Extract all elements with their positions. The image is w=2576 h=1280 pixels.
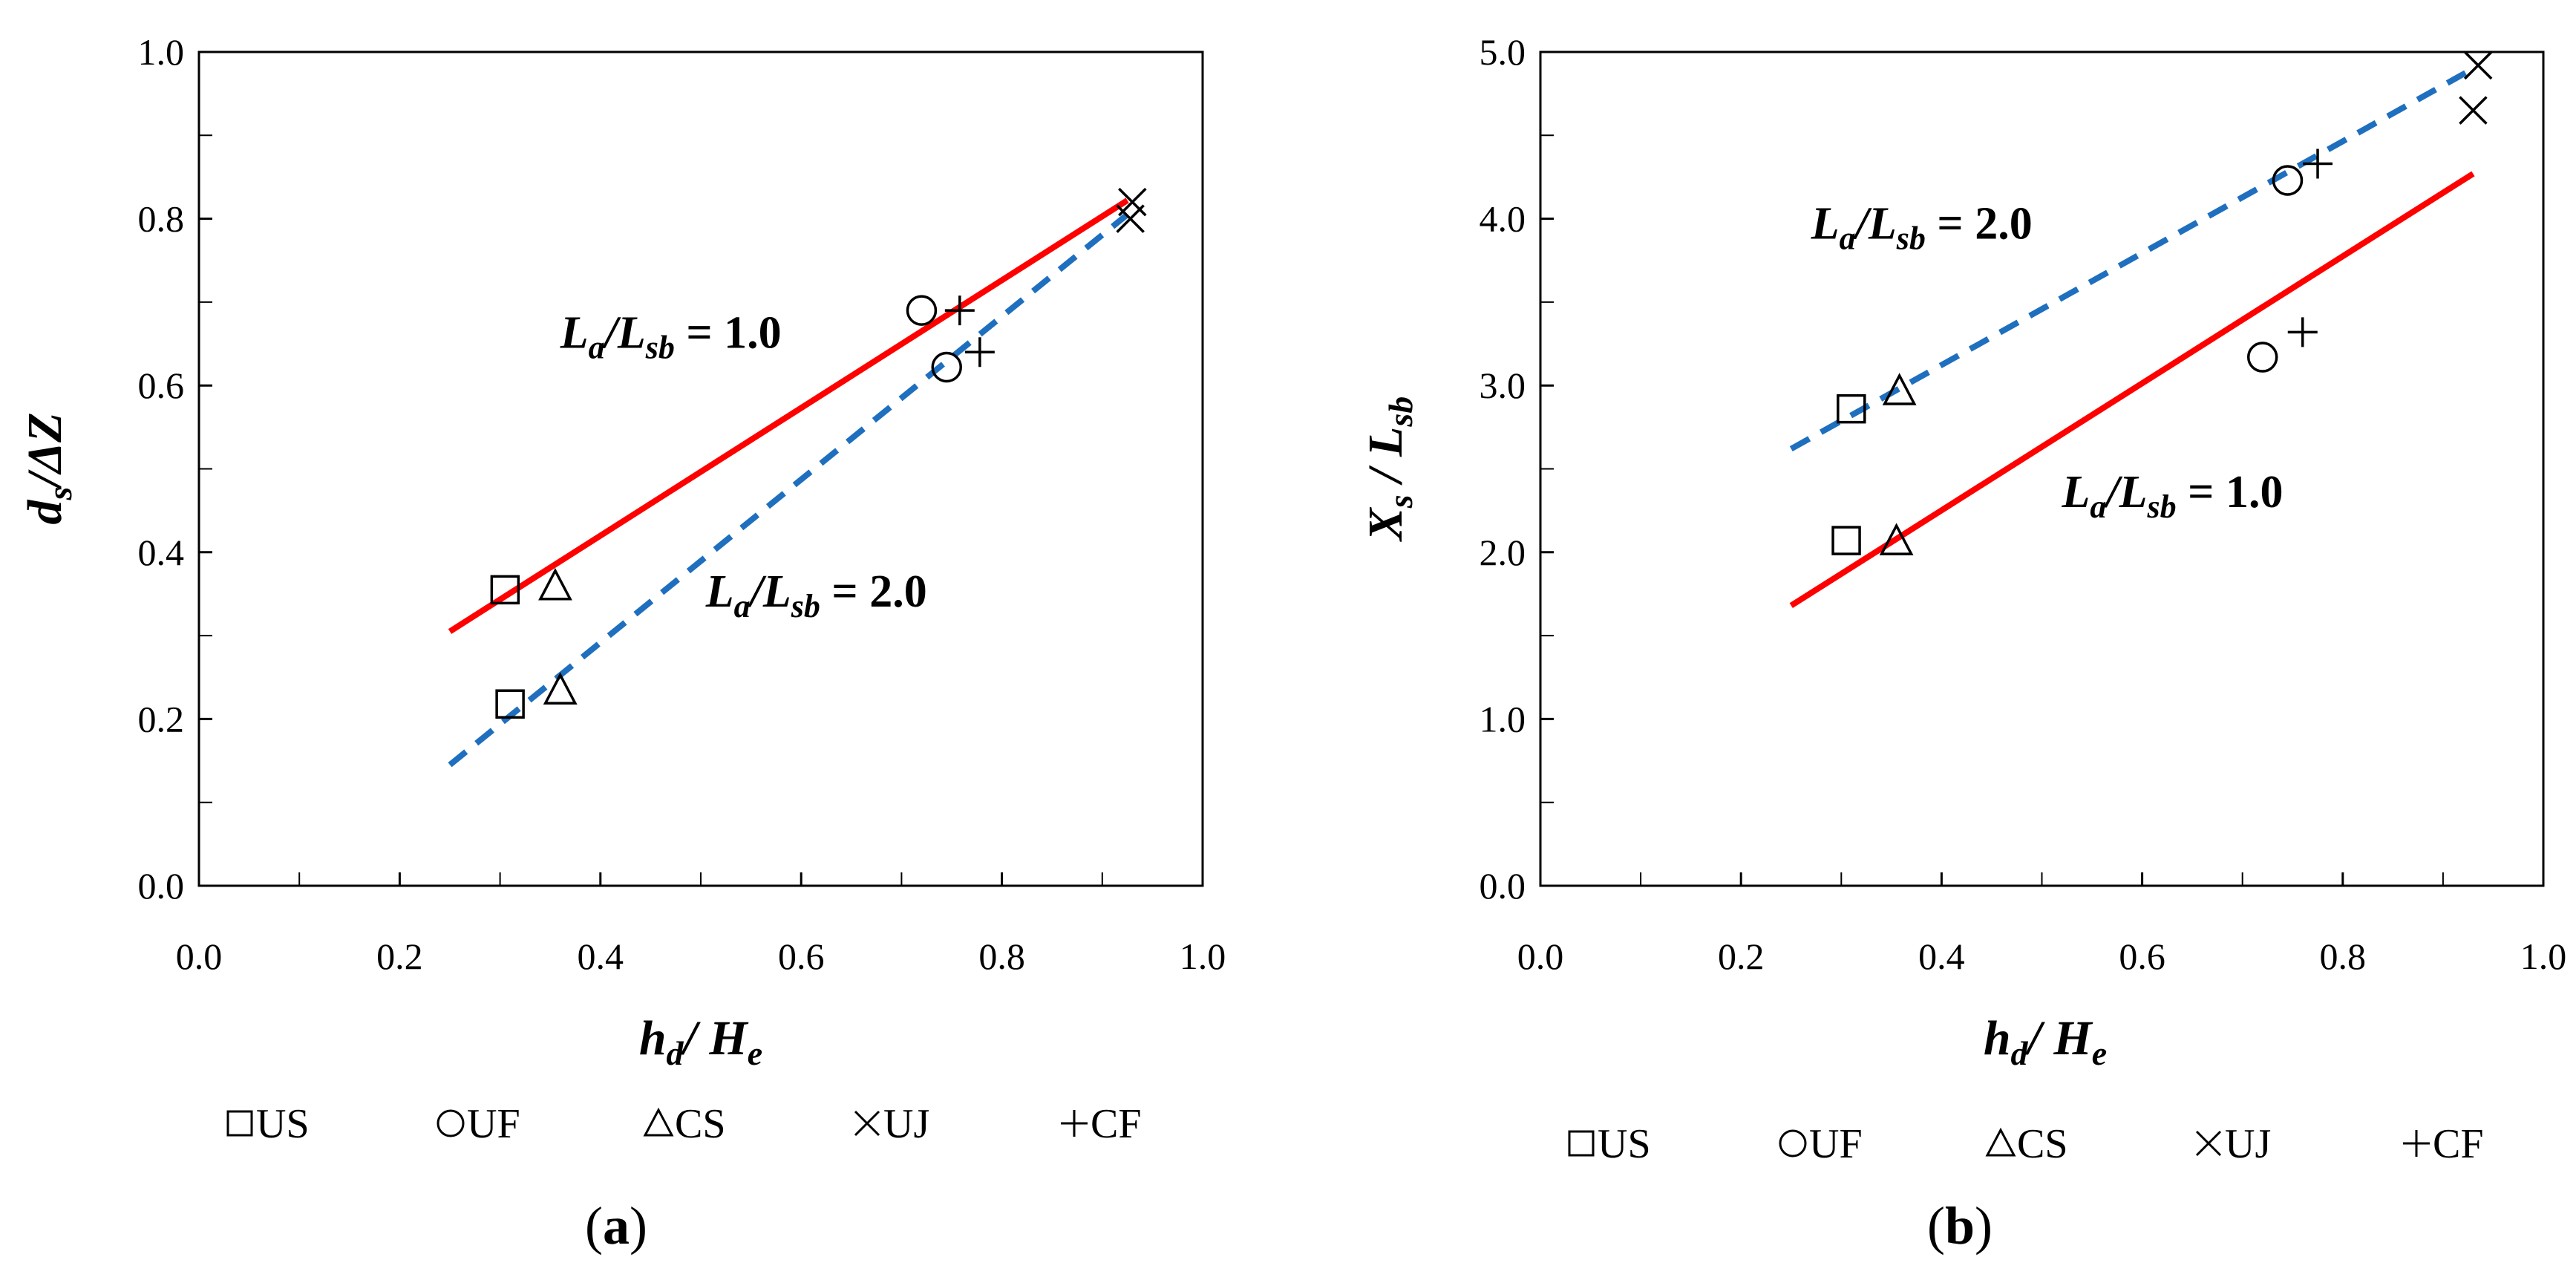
legend-uf-label: UF [467,1101,520,1147]
y-tick-label: 3.0 [1480,365,1526,406]
fit-line-1 [448,212,1130,768]
x-axis-label: hd/ He [1984,1011,2107,1072]
y-tick-label: 2.0 [1480,532,1526,573]
marker-uj [1116,204,1145,233]
marker-cs [1882,373,1917,405]
legend-cf-marker [1061,1110,1088,1137]
legend-uj-label: UJ [2225,1121,2271,1167]
y-tick-label: 0.6 [138,365,185,406]
legend-uf-label: UF [1809,1121,1863,1167]
marker-us [1831,526,1861,555]
legend-cf-label: CF [1091,1101,1142,1147]
x-tick-label: 0.8 [978,935,1025,977]
fit-line-0 [448,197,1129,634]
y-tick-label: 0.0 [1480,865,1526,907]
y-tick-label: 4.0 [1480,198,1526,240]
y-tick-label: 0.2 [138,698,185,739]
marker-cf [944,295,975,326]
marker-uf [931,351,962,383]
marker-uf [2272,165,2304,196]
legend-us-label: US [1598,1121,1651,1167]
legend-uj-marker [854,1110,880,1137]
x-tick-label: 1.0 [2520,935,2567,977]
legend-cf-label: CF [2433,1121,2484,1167]
x-tick-label: 0.8 [2320,935,2367,977]
legend-us-marker [1568,1130,1595,1157]
y-tick-label: 0.8 [138,198,185,240]
legend-us-label: US [256,1101,310,1147]
ratio-annotation: La/Lsb = 2.0 [705,566,927,624]
marker-cs [538,567,572,601]
marker-uf [2246,342,2278,373]
ratio-annotation: La/Lsb = 1.0 [2062,467,2284,525]
marker-cs [543,672,578,705]
y-tick-label: 0.4 [138,532,185,573]
panel-label: (a) [585,1196,647,1255]
x-axis-label: hd/ He [639,1011,762,1072]
y-tick-label: 1.0 [138,31,185,73]
marker-cs [1879,523,1914,555]
ratio-annotation: La/Lsb = 1.0 [560,308,782,366]
legend-uf-marker [437,1109,465,1137]
marker-us [1837,394,1866,424]
legend-uj-label: UJ [883,1101,929,1147]
legend-cs-label: CS [2017,1121,2068,1167]
marker-us [495,689,525,719]
plot-frame [1539,50,2545,887]
y-tick-label: 5.0 [1480,31,1526,73]
x-tick-label: 0.2 [376,935,423,977]
x-tick-label: 0.6 [2119,935,2165,977]
marker-uf [906,295,938,326]
x-tick-label: 0.6 [778,935,825,977]
legend-cs-marker [1985,1127,2016,1157]
y-axis-label: ds/ΔZ [18,413,79,525]
fit-line-1 [1789,171,2475,609]
legend-uj-marker [2195,1130,2222,1157]
x-tick-label: 0.4 [578,935,624,977]
legend-us-marker [226,1110,253,1137]
legend-cf-marker [2403,1130,2430,1157]
ratio-annotation: La/Lsb = 2.0 [1811,199,2033,257]
marker-cf [2287,317,2318,347]
chart-a: 0.0 0.2 0.4 0.6 0.8 1.0 0.0 0.2 0.4 0.6 0.8 1.0 La/L… [18,31,1226,1255]
y-tick-label: 0.0 [138,865,185,907]
marker-cf [2303,148,2333,179]
legend-cs-marker [643,1107,674,1137]
marker-cf [964,337,995,368]
x-tick-label: 0.0 [176,935,223,977]
chart-b: 0.0 0.2 0.4 0.6 0.8 1.0 0.0 1.0 2.0 3.0 4.0 5.0 La/L… [1359,31,2566,1255]
marker-us [490,575,520,605]
legend-uf-marker [1779,1129,1807,1157]
x-tick-label: 0.4 [1918,935,1965,977]
legend-cs-label: CS [675,1101,726,1147]
marker-uj [2459,96,2488,125]
marker-uj [2463,50,2493,80]
y-tick-label: 1.0 [1480,698,1526,739]
x-tick-label: 1.0 [1180,935,1226,977]
x-tick-label: 0.2 [1718,935,1765,977]
panel-label: (b) [1927,1196,1993,1255]
y-axis-label: Xs / Lsb [1359,396,1419,543]
x-tick-label: 0.0 [1517,935,1564,977]
fit-line-0 [1789,65,2475,452]
